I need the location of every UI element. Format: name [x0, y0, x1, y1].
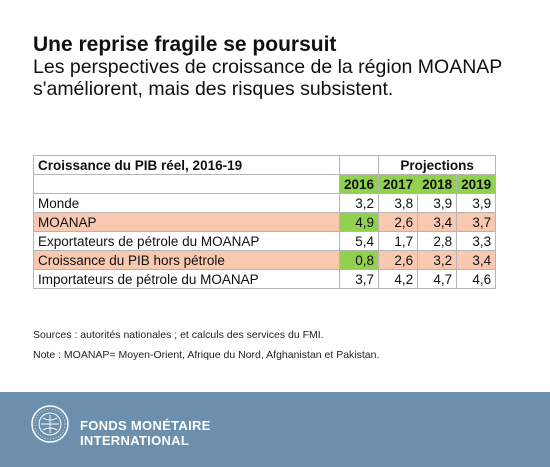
table-cell: 4,7	[417, 269, 458, 289]
table-cell: 3,9	[417, 193, 458, 213]
imf-seal-icon	[31, 405, 69, 443]
table-cell: 5,4	[338, 231, 380, 251]
table-header-row-1: Croissance du PIB réel, 2016-19 Projecti…	[33, 155, 497, 175]
table-header-blank	[33, 174, 340, 194]
table-row: Monde 3,2 3,8 3,9 3,9	[33, 193, 497, 213]
footer-banner: FONDS MONÉTAIRE INTERNATIONAL	[0, 392, 550, 467]
chart-title: Une reprise fragile se poursuit	[33, 33, 337, 56]
brand-line-1: FONDS MONÉTAIRE	[80, 418, 211, 433]
table-cell: 3,9	[456, 193, 497, 213]
table-cell: 2,6	[378, 250, 419, 270]
table-cell: 3,4	[417, 212, 458, 232]
table-cell: 3,2	[338, 193, 380, 213]
imf-brand: FONDS MONÉTAIRE INTERNATIONAL	[80, 418, 211, 448]
table-cell: 3,7	[456, 212, 497, 232]
table-cell: 4,2	[378, 269, 419, 289]
table-cell: 0,8	[338, 250, 380, 270]
definition-note: Note : MOANAP= Moyen-Orient, Afrique du …	[33, 349, 380, 361]
table-cell: 4,6	[456, 269, 497, 289]
column-header: 2016	[338, 174, 380, 194]
table-title: Croissance du PIB réel, 2016-19	[33, 155, 340, 175]
table-cell: 3,2	[417, 250, 458, 270]
table-row: Croissance du PIB hors pétrole 0,8 2,6 3…	[33, 250, 497, 270]
table-header-empty	[338, 155, 380, 175]
chart-subtitle: Les perspectives de croissance de la rég…	[33, 56, 502, 100]
column-header: 2019	[456, 174, 497, 194]
table-cell: 3,4	[456, 250, 497, 270]
table-cell: 2,6	[378, 212, 419, 232]
table-cell: 1,7	[378, 231, 419, 251]
column-header: 2017	[378, 174, 419, 194]
row-label: Importateurs de pétrole du MOANAP	[33, 269, 340, 289]
table-cell: 2,8	[417, 231, 458, 251]
table-cell: 4,9	[338, 212, 380, 232]
column-header: 2018	[417, 174, 458, 194]
brand-line-2: INTERNATIONAL	[80, 433, 190, 448]
row-label: MOANAP	[33, 212, 340, 232]
projections-header: Projections	[378, 155, 497, 175]
table-row: Importateurs de pétrole du MOANAP 3,7 4,…	[33, 269, 497, 289]
row-label: Croissance du PIB hors pétrole	[33, 250, 340, 270]
growth-table: Croissance du PIB réel, 2016-19 Projecti…	[33, 155, 497, 289]
table-row: Exportateurs de pétrole du MOANAP 5,4 1,…	[33, 231, 497, 251]
sources-note: Sources : autorités nationales ; et calc…	[33, 329, 324, 341]
table-cell: 3,3	[456, 231, 497, 251]
table-cell: 3,8	[378, 193, 419, 213]
table-row: MOANAP 4,9 2,6 3,4 3,7	[33, 212, 497, 232]
row-label: Exportateurs de pétrole du MOANAP	[33, 231, 340, 251]
table-header-row-2: 2016 2017 2018 2019	[33, 174, 497, 194]
row-label: Monde	[33, 193, 340, 213]
table-cell: 3,7	[338, 269, 380, 289]
notes: Sources : autorités nationales ; et calc…	[33, 329, 379, 369]
